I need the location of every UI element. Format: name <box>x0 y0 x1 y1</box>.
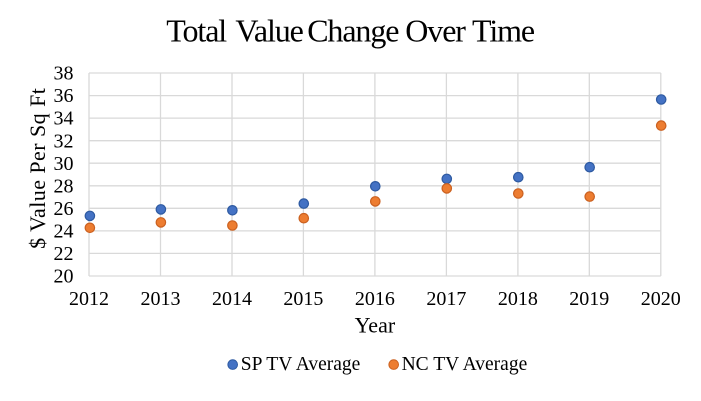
svg-text:20: 20 <box>54 266 74 288</box>
svg-text:2015: 2015 <box>283 288 323 310</box>
svg-text:38: 38 <box>54 63 74 85</box>
svg-text:32: 32 <box>54 130 74 152</box>
svg-text:2019: 2019 <box>569 288 609 310</box>
svg-text:30: 30 <box>54 153 74 175</box>
svg-text:24: 24 <box>54 221 74 243</box>
svg-text:NC TV Average: NC TV Average <box>402 354 528 375</box>
svg-text:28: 28 <box>54 175 74 197</box>
svg-text:2012: 2012 <box>69 288 109 310</box>
svg-text:2013: 2013 <box>141 288 181 310</box>
svg-text:34: 34 <box>54 108 74 130</box>
svg-text:2014: 2014 <box>212 288 252 310</box>
svg-text:36: 36 <box>54 85 74 107</box>
svg-text:Year: Year <box>355 313 396 338</box>
svg-text:2017: 2017 <box>426 288 466 310</box>
svg-text:22: 22 <box>54 243 74 265</box>
svg-text:$ Value Per Sq Ft: $ Value Per Sq Ft <box>25 88 50 249</box>
svg-text:SP TV Average: SP TV Average <box>241 354 361 375</box>
svg-text:26: 26 <box>54 198 74 220</box>
svg-text:2020: 2020 <box>641 288 681 310</box>
svg-text:2018: 2018 <box>498 288 538 310</box>
svg-text:2016: 2016 <box>355 288 395 310</box>
